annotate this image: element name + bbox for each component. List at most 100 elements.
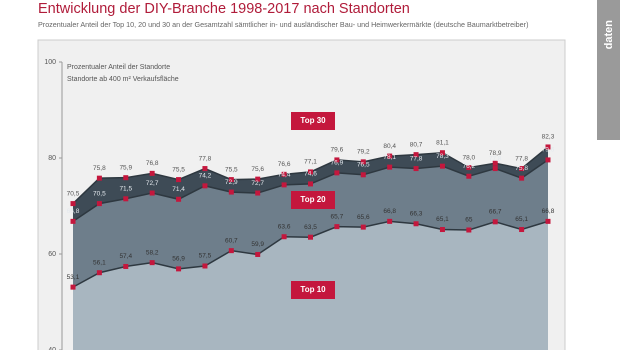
value-label: 74,4 (278, 172, 291, 179)
marker (308, 169, 313, 175)
marker (413, 221, 419, 227)
marker (492, 219, 498, 225)
value-label: 77,1 (304, 159, 317, 166)
marker (70, 284, 76, 290)
value-label: 74,6 (304, 171, 317, 178)
marker (466, 227, 472, 233)
value-label: 79,6 (542, 147, 555, 154)
value-label: 58,2 (146, 249, 159, 256)
value-label: 66,8 (67, 208, 80, 215)
value-label: 71,5 (119, 186, 132, 193)
value-label: 82,3 (542, 134, 555, 141)
marker (439, 227, 445, 233)
marker (387, 218, 393, 224)
value-label: 75,8 (515, 165, 528, 172)
value-label: 60,7 (225, 237, 238, 244)
marker (176, 177, 182, 183)
value-label: 77,8 (199, 155, 212, 162)
value-label: 76,5 (357, 162, 370, 169)
y-tick-label: 100 (44, 59, 56, 66)
value-label: 65,6 (357, 214, 370, 221)
marker (492, 160, 498, 166)
value-label: 65 (465, 217, 473, 224)
marker (334, 224, 340, 230)
marker (281, 171, 287, 177)
value-label: 72,7 (251, 180, 264, 187)
value-label: 53,1 (67, 274, 80, 281)
series-label-box (291, 191, 335, 209)
marker (255, 190, 261, 196)
marker (176, 266, 182, 272)
marker (255, 251, 261, 257)
value-label: 75,9 (119, 164, 132, 171)
series-label-box (291, 281, 335, 299)
marker (387, 164, 393, 170)
marker (334, 170, 340, 176)
y-tick-label: 80 (48, 155, 56, 162)
marker (360, 224, 366, 230)
value-label: 66,8 (383, 208, 396, 215)
marker (123, 175, 129, 181)
side-tab (597, 0, 620, 140)
marker (149, 260, 155, 266)
value-label: 81,1 (436, 139, 449, 146)
marker (96, 175, 102, 181)
value-label: 56,9 (172, 256, 185, 263)
value-label: 63,6 (278, 223, 291, 230)
marker (466, 173, 472, 179)
value-label: 80,4 (383, 143, 396, 150)
value-label: 70,5 (93, 190, 106, 197)
value-label: 78,1 (383, 154, 396, 161)
marker (255, 176, 261, 182)
marker (545, 157, 551, 163)
marker (176, 196, 182, 202)
marker (149, 170, 155, 176)
marker (149, 190, 155, 196)
marker (545, 218, 551, 224)
series-label-box (291, 112, 335, 130)
marker (96, 270, 102, 276)
chart-title: Entwicklung der DIY-Branche 1998-2017 na… (38, 1, 410, 17)
marker (519, 166, 525, 172)
annotation: Standorte ab 400 m² Verkaufsfläche (67, 76, 179, 83)
value-label: 57,5 (199, 253, 212, 260)
marker (96, 201, 102, 207)
marker (202, 263, 208, 269)
value-label: 78,9 (489, 150, 502, 157)
value-label: 71,4 (172, 186, 185, 193)
marker (519, 227, 525, 233)
marker (519, 175, 525, 181)
value-label: 78,3 (436, 153, 449, 160)
marker (281, 234, 287, 240)
marker (281, 182, 287, 188)
value-label: 65,7 (331, 213, 344, 220)
value-label: 75,5 (225, 166, 238, 173)
value-label: 65,1 (515, 216, 528, 223)
legend-label: Top 20 (300, 195, 326, 204)
marker (545, 144, 551, 150)
value-label: 57,4 (119, 253, 132, 260)
value-label: 76,8 (146, 160, 159, 167)
value-label: 77,8 (515, 155, 528, 162)
marker (387, 153, 393, 159)
marker (492, 166, 498, 172)
marker (413, 166, 419, 172)
value-label: 72,9 (225, 179, 238, 186)
legend-label: Top 30 (300, 116, 326, 125)
marker (228, 189, 234, 195)
marker (202, 166, 208, 172)
value-label: 79,6 (331, 147, 344, 154)
legend-label: Top 10 (300, 285, 326, 294)
value-label: 77,8 (410, 155, 423, 162)
marker (228, 177, 234, 183)
marker (439, 150, 445, 156)
value-label: 63,5 (304, 224, 317, 231)
marker (308, 181, 313, 187)
annotation: Prozentualer Anteil der Standorte (67, 64, 170, 71)
value-label: 75,6 (251, 166, 264, 173)
value-label: 79,2 (357, 149, 370, 156)
value-label: 76,6 (278, 161, 291, 168)
marker (360, 172, 366, 178)
value-label: 65,1 (436, 216, 449, 223)
side-tab-label: daten (603, 20, 615, 50)
